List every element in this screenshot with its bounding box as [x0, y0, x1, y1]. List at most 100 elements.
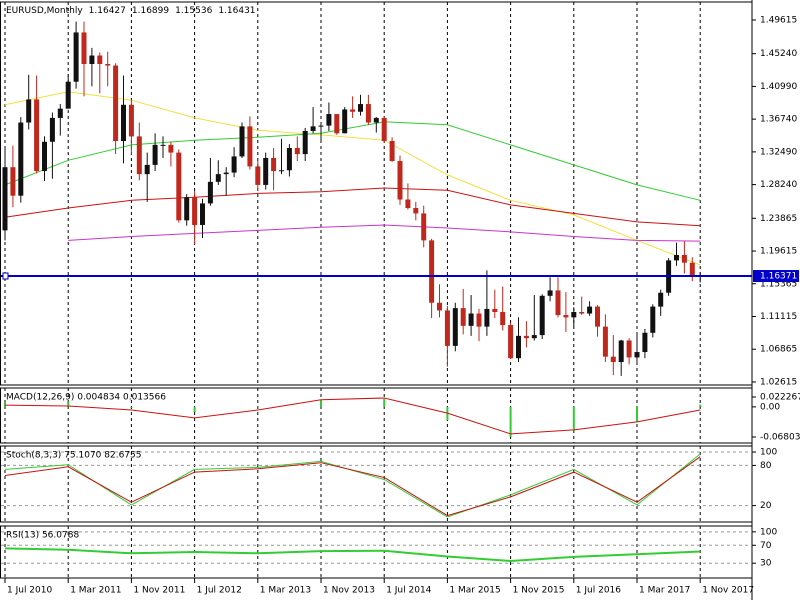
candle-body: [34, 99, 40, 172]
candle-body: [42, 141, 47, 172]
y-tick-label: 1.11115: [760, 312, 797, 322]
x-tick-label: 1 Mar 2015: [449, 586, 500, 596]
candle-body: [271, 157, 277, 172]
candle-body: [563, 315, 569, 318]
candle-body: [342, 109, 348, 134]
chart-title: EURUSD,Monthly 1.16427 1.16899 1.15536 1.164…: [6, 6, 256, 16]
candle-body: [326, 114, 332, 126]
candle-body: [508, 325, 514, 359]
candle-body: [18, 122, 24, 196]
candle-body: [579, 311, 585, 314]
signal-line: [4, 397, 701, 435]
x-tick-label: 1 Jul 2014: [386, 586, 431, 596]
histogram-bar: [193, 406, 196, 413]
candle-body: [176, 152, 182, 221]
candle-body: [389, 141, 395, 162]
candle-body: [358, 104, 363, 112]
indicator-title: Stoch(8,3,3) 75.1070 82.6755: [6, 451, 141, 461]
candle-body: [634, 352, 640, 358]
candle-body: [381, 117, 387, 142]
y-tick-label: 80: [760, 461, 772, 471]
y-tick-label: 70: [760, 541, 772, 551]
candle-body: [595, 306, 600, 327]
x-tick-label: 1 Jul 2012: [197, 586, 242, 596]
candle-body: [452, 308, 458, 346]
candle-body: [373, 117, 379, 123]
x-tick-label: 1 Nov 2013: [323, 586, 375, 596]
y-tick-label: 1.02615: [760, 377, 797, 387]
candle-body: [405, 199, 411, 209]
candle-body: [239, 126, 245, 157]
y-tick-label: 0.00: [760, 402, 780, 412]
histogram-bar: [383, 398, 386, 407]
candle-body: [531, 335, 537, 339]
histogram-bar: [509, 406, 512, 437]
y-tick-label: 1.36740: [760, 115, 797, 125]
candle-body: [523, 335, 529, 339]
candle-body: [437, 302, 442, 311]
candle-body: [279, 170, 284, 172]
y-tick-label: 20: [760, 501, 772, 511]
candle-body: [144, 164, 150, 175]
candle-body: [365, 104, 371, 123]
candle-body: [26, 99, 32, 123]
title-part: EURUSD,Monthly: [6, 6, 83, 16]
candle-body: [294, 147, 300, 155]
candle-body: [476, 313, 482, 327]
histogram-bar: [572, 406, 575, 432]
candle-body: [89, 55, 95, 64]
y-tick-label: 100: [760, 448, 777, 458]
y-tick-label: 1.23865: [760, 214, 797, 224]
histogram-bar: [4, 402, 6, 407]
y-tick-label: 1.28240: [760, 180, 797, 190]
candle-body: [618, 340, 624, 363]
moving-average: [68, 224, 701, 242]
candle-body: [500, 311, 506, 326]
candle-body: [421, 213, 427, 241]
x-tick-label: 1 Jul 2016: [576, 586, 621, 596]
candle-body: [73, 32, 79, 82]
candle-body: [2, 167, 8, 231]
y-tick-label: 0.022267: [760, 393, 800, 403]
candle-body: [10, 167, 16, 196]
candle-body: [128, 104, 134, 137]
histogram-bar: [636, 406, 638, 423]
y-tick-label: 30: [760, 559, 772, 569]
candle-body: [65, 81, 71, 109]
candle-body: [658, 292, 664, 307]
candle-body: [571, 311, 577, 318]
y-tick-label: 1.15365: [760, 279, 797, 289]
candle-body: [97, 55, 103, 64]
candle-body: [334, 114, 340, 134]
candle-body: [484, 308, 490, 327]
candle-body: [121, 104, 126, 142]
candle-body: [49, 117, 55, 142]
title-part: 1.16431: [218, 6, 255, 16]
candle-body: [318, 125, 324, 127]
candle-body: [689, 262, 695, 276]
histogram-bar: [67, 401, 70, 407]
candle-body: [231, 156, 237, 173]
x-tick-label: 1 Mar 2013: [260, 586, 311, 596]
y-tick-label: 1.32490: [760, 147, 797, 157]
y-tick-label: 1.40990: [760, 82, 797, 92]
candle-body: [468, 313, 474, 326]
x-tick-label: 1 Nov 2011: [133, 586, 185, 596]
candle-body: [247, 126, 253, 167]
candle-body: [547, 290, 553, 296]
title-part: 1.16427: [89, 6, 126, 16]
histogram-bar: [699, 404, 702, 407]
candle-body: [539, 295, 545, 336]
indicator-title: MACD(12,26,9) 0.004834 0.013566: [6, 393, 166, 403]
indicator-line: [4, 547, 701, 563]
candle-body: [642, 332, 648, 353]
candle-body: [263, 157, 269, 185]
candle-body: [184, 197, 190, 221]
title-part: 1.15536: [175, 6, 212, 16]
candle-body: [207, 181, 213, 204]
price-label-bg: [753, 270, 799, 283]
candle-body: [113, 65, 119, 142]
candle-body: [492, 308, 498, 312]
candle-body: [350, 109, 356, 112]
